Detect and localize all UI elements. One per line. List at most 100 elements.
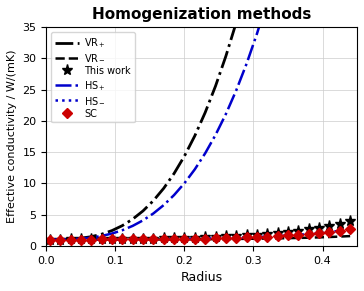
- This work: [224, 235, 228, 238]
- HS$_+$: [162, 203, 166, 207]
- Line: HS$_-$: HS$_-$: [50, 229, 350, 239]
- HS$_-$: [337, 229, 342, 233]
- HS$_-$: [99, 238, 104, 241]
- This work: [99, 237, 104, 241]
- SC: [255, 235, 259, 239]
- VR$_-$: [306, 236, 311, 239]
- This work: [276, 231, 280, 235]
- This work: [68, 238, 73, 241]
- HS$_-$: [193, 237, 197, 240]
- VR$_+$: [151, 199, 155, 203]
- VR$_-$: [203, 237, 207, 241]
- HS$_+$: [172, 193, 176, 197]
- SC: [68, 238, 73, 241]
- X-axis label: Radius: Radius: [181, 271, 223, 284]
- This work: [110, 237, 114, 241]
- SC: [317, 231, 321, 235]
- This work: [234, 234, 238, 238]
- VR$_-$: [348, 234, 352, 238]
- VR$_-$: [130, 238, 135, 241]
- SC: [89, 238, 94, 241]
- This work: [286, 230, 290, 234]
- This work: [317, 226, 321, 230]
- VR$_-$: [182, 237, 187, 241]
- VR$_-$: [120, 238, 124, 241]
- HS$_-$: [234, 236, 238, 239]
- VR$_-$: [244, 237, 249, 241]
- HS$_+$: [120, 228, 124, 232]
- HS$_-$: [120, 238, 124, 241]
- HS$_+$: [99, 234, 104, 238]
- HS$_-$: [68, 238, 73, 241]
- VR$_+$: [79, 237, 83, 240]
- VR$_-$: [89, 238, 94, 241]
- VR$_+$: [89, 235, 94, 238]
- VR$_+$: [182, 154, 187, 158]
- This work: [348, 220, 352, 223]
- Title: Homogenization methods: Homogenization methods: [92, 7, 311, 22]
- SC: [286, 234, 290, 237]
- VR$_-$: [286, 236, 290, 240]
- HS$_+$: [68, 237, 73, 241]
- This work: [193, 236, 197, 239]
- HS$_+$: [48, 238, 52, 241]
- HS$_-$: [244, 236, 249, 239]
- HS$_-$: [48, 238, 52, 241]
- This work: [120, 237, 124, 241]
- VR$_+$: [58, 238, 62, 241]
- SC: [327, 230, 332, 234]
- Y-axis label: Effective conductivity / W/(mK): Effective conductivity / W/(mK): [7, 50, 17, 223]
- SC: [265, 235, 269, 238]
- HS$_-$: [182, 237, 187, 241]
- Line: VR$_-$: VR$_-$: [50, 236, 350, 239]
- HS$_+$: [193, 168, 197, 171]
- HS$_+$: [224, 112, 228, 116]
- VR$_+$: [213, 84, 218, 88]
- HS$_+$: [255, 32, 259, 36]
- This work: [89, 237, 94, 241]
- HS$_-$: [317, 231, 321, 235]
- VR$_-$: [141, 238, 145, 241]
- This work: [244, 234, 249, 237]
- VR$_+$: [172, 172, 176, 175]
- HS$_+$: [244, 62, 249, 65]
- VR$_+$: [48, 238, 52, 241]
- This work: [255, 233, 259, 236]
- VR$_-$: [58, 238, 62, 241]
- VR$_+$: [224, 54, 228, 58]
- HS$_-$: [89, 238, 94, 241]
- SC: [48, 238, 52, 241]
- This work: [213, 235, 218, 239]
- Line: VR$_+$: VR$_+$: [50, 0, 350, 239]
- This work: [337, 222, 342, 226]
- SC: [193, 237, 197, 240]
- This work: [172, 236, 176, 240]
- SC: [296, 233, 301, 237]
- This work: [162, 237, 166, 240]
- Line: SC: SC: [46, 226, 353, 243]
- VR$_-$: [255, 237, 259, 240]
- HS$_+$: [110, 232, 114, 235]
- This work: [306, 228, 311, 231]
- VR$_-$: [327, 235, 332, 239]
- This work: [296, 229, 301, 233]
- HS$_-$: [224, 236, 228, 240]
- This work: [58, 238, 62, 241]
- SC: [141, 237, 145, 241]
- SC: [276, 234, 280, 238]
- This work: [79, 238, 83, 241]
- VR$_+$: [234, 21, 238, 24]
- VR$_-$: [337, 235, 342, 238]
- HS$_+$: [79, 237, 83, 240]
- SC: [99, 238, 104, 241]
- This work: [327, 224, 332, 228]
- HS$_+$: [203, 152, 207, 155]
- HS$_-$: [213, 237, 218, 240]
- SC: [110, 238, 114, 241]
- This work: [203, 235, 207, 239]
- SC: [244, 236, 249, 239]
- VR$_+$: [203, 111, 207, 114]
- VR$_+$: [141, 209, 145, 213]
- SC: [162, 237, 166, 241]
- HS$_+$: [213, 133, 218, 137]
